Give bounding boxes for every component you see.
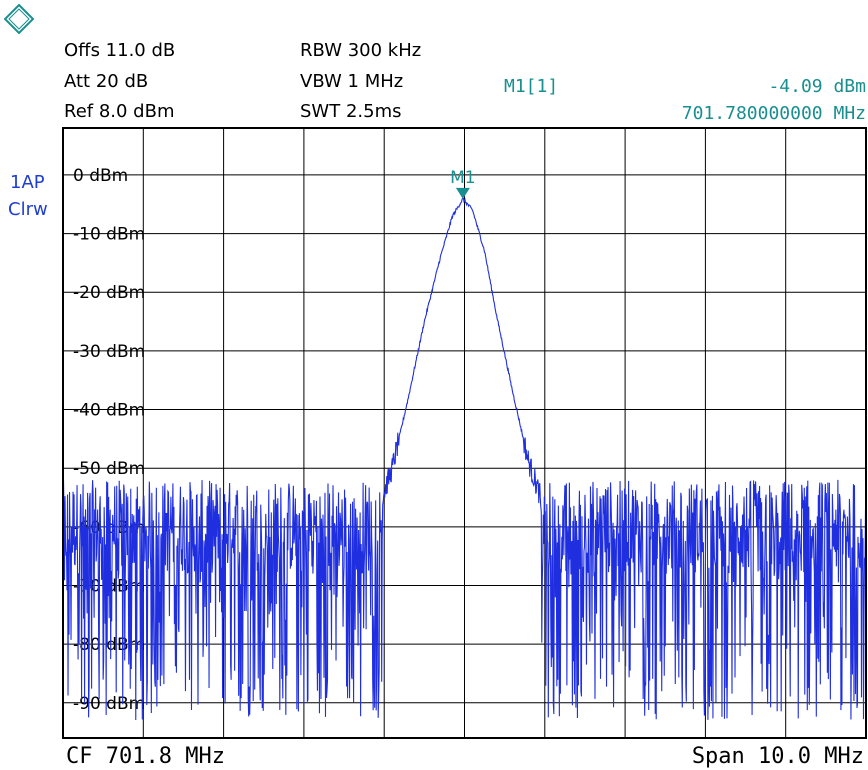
marker: M1 bbox=[450, 168, 476, 199]
y-tick-label: -80 dBm bbox=[73, 635, 145, 655]
y-tick-label: -10 dBm bbox=[73, 225, 145, 245]
y-tick-label: -20 dBm bbox=[73, 283, 145, 303]
rbw-label: RBW 300 kHz bbox=[300, 40, 422, 61]
center-frequency-label: CF 701.8 MHz bbox=[66, 744, 225, 769]
offset-label: Offs 11.0 dB bbox=[64, 40, 176, 61]
span-label: Span 10.0 MHz bbox=[691, 744, 864, 769]
marker-triangle bbox=[455, 187, 470, 199]
reference-level-label: Ref 8.0 dBm bbox=[64, 101, 175, 122]
rohde-schwarz-logo bbox=[4, 4, 34, 34]
trace bbox=[62, 197, 867, 721]
marker-name-label: M1[1] bbox=[504, 76, 559, 97]
sweep-time-label: SWT 2.5ms bbox=[300, 101, 402, 122]
plot-frame bbox=[62, 127, 867, 739]
grid bbox=[63, 128, 866, 738]
vbw-label: VBW 1 MHz bbox=[300, 71, 404, 92]
y-tick-label: -50 dBm bbox=[73, 459, 145, 479]
y-tick-label: -40 dBm bbox=[73, 401, 145, 421]
trace-mode-label: Clrw bbox=[8, 199, 48, 220]
marker-level-readout: -4.09 dBm bbox=[768, 76, 866, 97]
y-tick-label: -90 dBm bbox=[73, 694, 145, 714]
trace-line bbox=[62, 197, 867, 721]
marker-frequency-readout: 701.780000000 MHz bbox=[681, 103, 866, 124]
attenuation-label: Att 20 dB bbox=[64, 71, 149, 92]
marker-label: M1 bbox=[450, 168, 475, 188]
y-tick-label: -30 dBm bbox=[73, 342, 145, 362]
trace-detector-label: 1AP bbox=[10, 172, 45, 193]
y-tick-labels: 0 dBm -10 dBm -20 dBm -30 dBm -40 dBm -50 dBm… bbox=[73, 166, 145, 714]
y-tick-label: 0 dBm bbox=[73, 166, 128, 186]
